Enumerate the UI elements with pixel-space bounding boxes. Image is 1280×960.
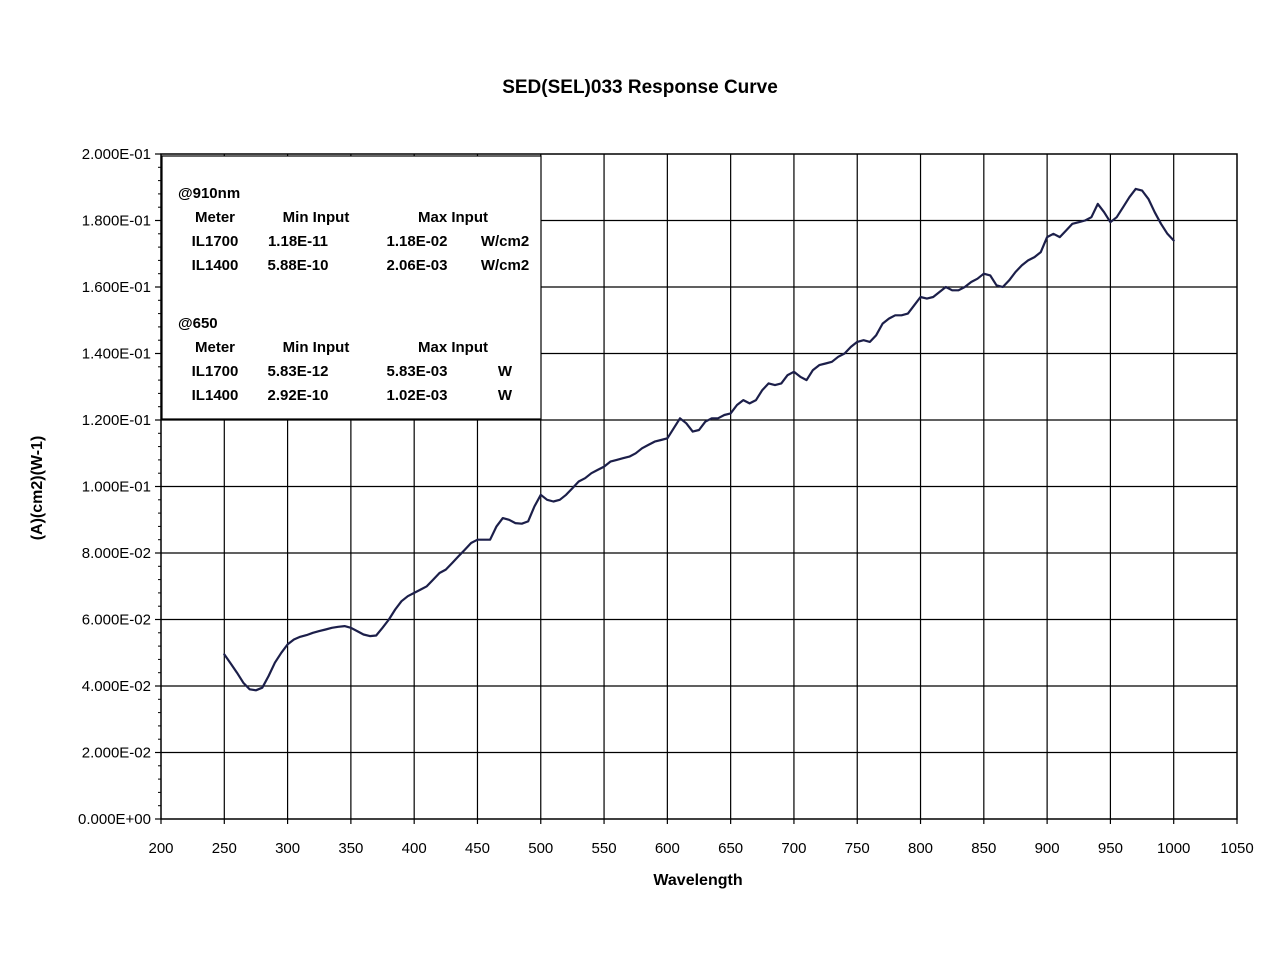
x-axis-title: Wavelength: [653, 872, 742, 889]
x-tick-label: 900: [1035, 840, 1060, 857]
meter-input-table-sections: @910nm Meter Min Input Max Input IL1700 1.18E…: [178, 185, 529, 404]
table-cell: 5.88E-10: [268, 257, 329, 274]
table-cell: 2.06E-03: [387, 257, 448, 274]
series-layer: [223, 187, 1175, 692]
x-tick-label: 250: [212, 840, 237, 857]
table-cell: IL1700: [192, 233, 239, 250]
y-tick-label: 2.000E-01: [82, 146, 151, 163]
x-axis-tick-labels: 200 250 300 350 400 450 500 550 600 650 700 750 800 8…: [148, 840, 1253, 857]
x-tick-label: 1000: [1157, 840, 1190, 857]
table-header-cell: Max Input: [418, 209, 488, 226]
table-header-cell: Min Input: [283, 209, 350, 226]
y-tick-label: 1.600E-01: [82, 279, 151, 296]
table-header-cell: Meter: [195, 339, 235, 356]
table-cell: W: [498, 363, 513, 380]
table-cell: 1.02E-03: [387, 387, 448, 404]
y-tick-label: 1.800E-01: [82, 213, 151, 230]
table-cell: W/cm2: [481, 257, 529, 274]
y-tick-label: 2.000E-02: [82, 745, 151, 762]
x-tick-label: 350: [338, 840, 363, 857]
x-tick-label: 650: [718, 840, 743, 857]
x-tick-label: 700: [781, 840, 806, 857]
y-axis-tick-labels: 0.000E+00 2.000E-02 4.000E-02 6.000E-02 8.00…: [78, 146, 151, 828]
plot-area-frame: [160, 153, 1238, 820]
table-cell: 5.83E-12: [268, 363, 329, 380]
x-tick-label: 950: [1098, 840, 1123, 857]
y-tick-label: 1.200E-01: [82, 412, 151, 429]
table-header-cell: Min Input: [283, 339, 350, 356]
x-tick-label: 600: [655, 840, 680, 857]
x-tick-label: 1050: [1220, 840, 1253, 857]
x-tick-label: 450: [465, 840, 490, 857]
meter-input-table-background: [161, 155, 542, 420]
table-section-title: @910nm: [178, 185, 240, 202]
y-tick-label: 0.000E+00: [78, 811, 151, 828]
table-cell: 5.83E-03: [387, 363, 448, 380]
y-tick-label: 1.000E-01: [82, 479, 151, 496]
table-cell: IL1400: [192, 257, 239, 274]
x-tick-label: 750: [845, 840, 870, 857]
x-tick-label: 500: [528, 840, 553, 857]
y-tick-label: 4.000E-02: [82, 678, 151, 695]
table-cell: 2.92E-10: [268, 387, 329, 404]
table-cell: W: [498, 387, 513, 404]
table-cell: IL1400: [192, 387, 239, 404]
table-cell: 1.18E-11: [268, 233, 328, 250]
meter-input-table: @910nm Meter Min Input Max Input IL1700 1.18E…: [161, 155, 542, 420]
x-tick-label: 200: [148, 840, 173, 857]
series-line-1: [223, 187, 1175, 692]
x-tick-label: 400: [402, 840, 427, 857]
chart-title: SED(SEL)033 Response Curve: [502, 77, 778, 98]
table-header-cell: Max Input: [418, 339, 488, 356]
y-tick-label: 1.400E-01: [82, 346, 151, 363]
y-tick-label: 8.000E-02: [82, 545, 151, 562]
y-axis-title: (A)(cm2)(W-1): [29, 436, 46, 541]
table-section-title: @650: [178, 315, 218, 332]
table-header-cell: Meter: [195, 209, 235, 226]
y-tick-label: 6.000E-02: [82, 612, 151, 629]
table-cell: 1.18E-02: [387, 233, 448, 250]
x-tick-label: 300: [275, 840, 300, 857]
x-tick-label: 850: [971, 840, 996, 857]
x-tick-label: 550: [592, 840, 617, 857]
table-cell: W/cm2: [481, 233, 529, 250]
x-tick-label: 800: [908, 840, 933, 857]
table-cell: IL1700: [192, 363, 239, 380]
